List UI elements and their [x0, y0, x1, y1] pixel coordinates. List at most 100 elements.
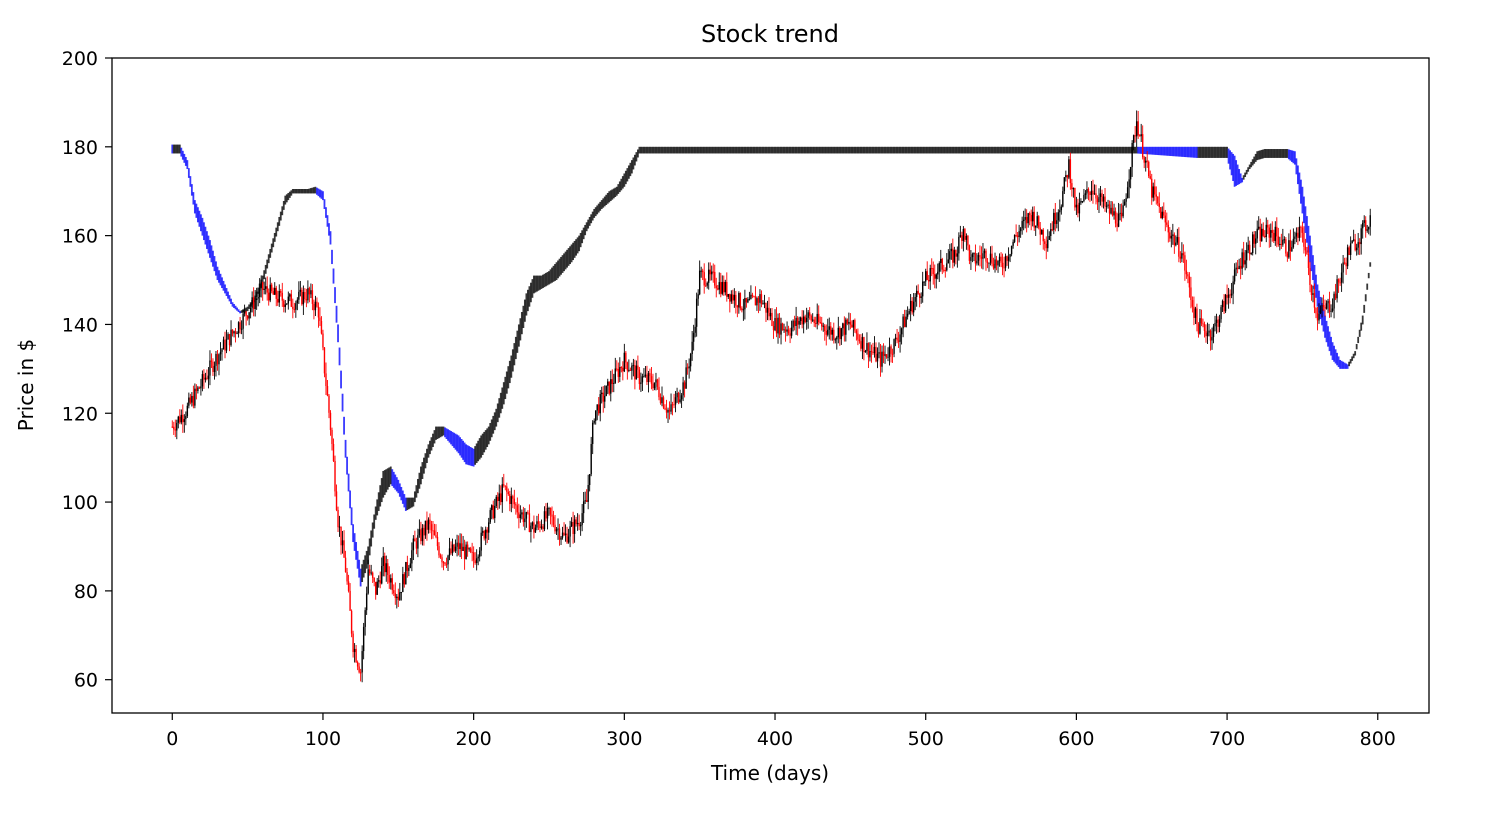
- candle-body: [1196, 308, 1198, 325]
- trend-band-bar: [1116, 146, 1118, 154]
- trend-band-bar: [1027, 146, 1030, 154]
- candle-body: [1169, 232, 1171, 239]
- candle-body: [210, 360, 213, 362]
- trend-band-bar: [1022, 146, 1025, 154]
- trend-band-bar: [284, 195, 287, 205]
- trend-band-bar: [980, 146, 983, 154]
- trend-band-bar: [406, 497, 409, 511]
- candle-body: [705, 285, 707, 287]
- candle-body: [807, 312, 809, 318]
- candle-body: [539, 523, 541, 529]
- candle-body: [1247, 244, 1249, 251]
- candle-body: [177, 416, 180, 423]
- candle-body: [796, 317, 799, 325]
- candle-body: [804, 316, 806, 322]
- candle-body: [1114, 211, 1117, 224]
- candle-body: [775, 318, 778, 334]
- candle-body: [869, 350, 871, 358]
- trend-band-bar: [1138, 146, 1141, 154]
- trend-band-bar: [576, 237, 579, 254]
- candle-body: [176, 422, 178, 431]
- trend-band-bar: [1203, 146, 1206, 158]
- candle-body: [653, 382, 656, 389]
- trend-band-bar: [1174, 146, 1177, 157]
- candle-body: [174, 429, 176, 431]
- trend-band-bar: [451, 431, 454, 447]
- trend-band-bar: [900, 146, 903, 154]
- candle-body: [390, 578, 392, 583]
- candle-body: [747, 299, 749, 303]
- trend-band-bar: [829, 146, 832, 154]
- candle-body: [759, 294, 761, 303]
- trend-band-bar: [183, 153, 186, 163]
- trend-band-bar: [353, 533, 356, 551]
- trend-band-bar: [1361, 315, 1364, 325]
- trend-band-bar: [772, 146, 775, 154]
- trend-band-bar: [1113, 146, 1115, 154]
- trend-band-bar: [361, 564, 364, 582]
- candle-body: [353, 648, 356, 653]
- trend-band-bar: [291, 189, 294, 194]
- trend-band-bar: [766, 146, 769, 154]
- trend-band-bar: [474, 446, 477, 465]
- trend-band-bar: [670, 146, 672, 154]
- candle-body: [573, 519, 576, 534]
- y-tick-label: 160: [62, 226, 98, 248]
- candle-body: [1028, 213, 1031, 216]
- candle-body: [1250, 253, 1252, 255]
- candle-body: [712, 271, 714, 273]
- candle-body: [1068, 159, 1070, 178]
- candle-body: [1185, 270, 1188, 275]
- trend-band-bar: [713, 146, 716, 154]
- candle-body: [408, 567, 410, 571]
- trend-band-bar: [478, 438, 481, 460]
- trend-band-bar: [359, 568, 362, 587]
- candle-body: [1309, 267, 1311, 286]
- trend-band-bar: [817, 146, 820, 154]
- candle-body: [1083, 194, 1085, 201]
- candle-body: [483, 531, 485, 539]
- trend-band-bar: [200, 214, 202, 232]
- trend-band-bar: [435, 426, 437, 440]
- trend-band-bar: [1283, 149, 1286, 158]
- trend-band-bar: [664, 146, 666, 154]
- candle-body: [1226, 294, 1228, 298]
- candle-body: [510, 496, 513, 505]
- candle-body: [587, 485, 589, 502]
- trend-band-bar: [1095, 146, 1097, 154]
- trend-band-bar: [593, 208, 596, 218]
- trend-band-bar: [596, 205, 599, 215]
- candle-body: [1104, 196, 1106, 207]
- candle-body: [613, 382, 615, 384]
- candle-body: [1316, 313, 1319, 321]
- trend-band-bar: [234, 305, 237, 310]
- candle-body: [506, 486, 508, 492]
- candle-body: [355, 648, 357, 663]
- candle-body: [1343, 262, 1346, 264]
- trend-band-bar: [988, 146, 990, 154]
- candle-body: [542, 526, 544, 530]
- candle-body: [887, 356, 889, 358]
- trend-band-bar: [731, 146, 734, 154]
- candle-body: [1277, 236, 1280, 245]
- trend-band-bar: [394, 474, 397, 490]
- candle-body: [1333, 293, 1335, 309]
- candle-body: [815, 323, 817, 325]
- candle-body: [656, 379, 659, 387]
- trend-band-bar: [1037, 146, 1040, 154]
- candle-body: [943, 269, 945, 271]
- candle-body: [319, 317, 321, 322]
- trend-band-bar: [1093, 146, 1096, 154]
- trend-band-bar: [855, 146, 858, 154]
- candle-body: [977, 255, 980, 261]
- candle-body: [1365, 220, 1367, 231]
- trend-band-bar: [279, 211, 282, 221]
- trend-band-bar: [418, 472, 421, 489]
- trend-band-bar: [959, 146, 962, 154]
- candle-body: [201, 374, 204, 387]
- trend-band-bar: [403, 494, 406, 508]
- candle-body: [946, 263, 948, 271]
- candle-body: [923, 281, 925, 283]
- candle-body: [890, 346, 892, 354]
- candle-body: [723, 281, 725, 293]
